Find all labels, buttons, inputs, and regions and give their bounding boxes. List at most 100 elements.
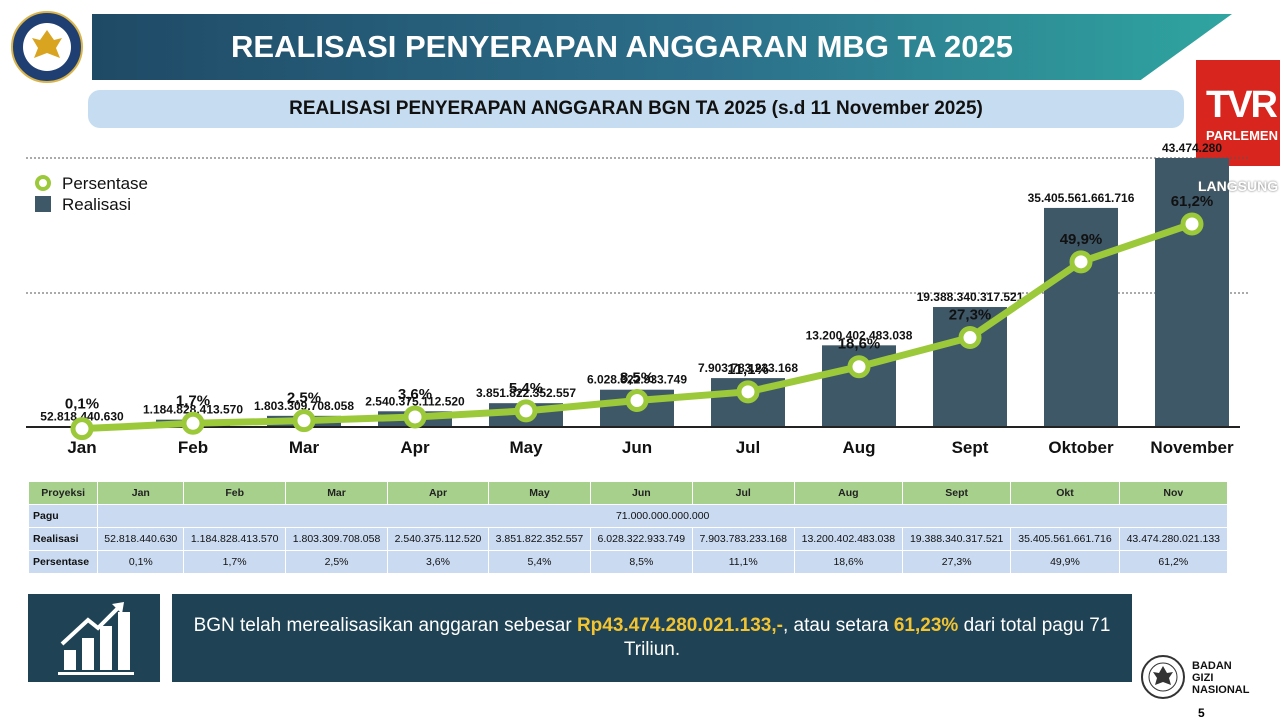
point-value-label: 11,1% xyxy=(727,361,769,378)
pagu-value: 71.000.000.000.000 xyxy=(97,504,1228,528)
summary-text: BGN telah merealisasikan anggaran sebesa… xyxy=(193,615,577,636)
summary-percent: 61,23% xyxy=(893,615,959,636)
table-cell: 61,2% xyxy=(1118,550,1229,574)
table-header: Aug xyxy=(793,481,904,505)
bar-value-label: 1.803.309.708.058 xyxy=(254,399,354,413)
bar-value-label: 6.028.322.933.749 xyxy=(587,373,687,387)
table-cell: 35.405.561.661.716 xyxy=(1010,527,1120,551)
point-value-label: 5,4% xyxy=(509,380,543,397)
legend-label-persentase: Persentase xyxy=(62,174,148,193)
table-cell: 2,5% xyxy=(285,550,388,574)
line-point xyxy=(847,355,871,379)
summary-text: , atau setara xyxy=(782,615,894,636)
point-value-label: 18,6% xyxy=(838,336,881,353)
org-name: BADAN GIZI NASIONAL xyxy=(1192,660,1249,696)
table-cell: 52.818.440.630 xyxy=(97,527,185,551)
x-tick-label: Jan xyxy=(67,438,96,457)
legend-marker-realisasi xyxy=(35,196,51,212)
table-cell: 1.184.828.413.570 xyxy=(183,527,287,551)
org-name-line: GIZI xyxy=(1192,672,1214,684)
bar-realisasi xyxy=(933,307,1007,427)
table-header: Sept xyxy=(901,481,1012,505)
table-row: Persentase 0,1% 1,7% 2,5% 3,6% 5,4% 8,5%… xyxy=(27,550,1229,574)
x-tick-label: Aug xyxy=(842,438,875,457)
point-value-label: 2,5% xyxy=(287,390,321,407)
bgn-footer-logo-icon xyxy=(1141,655,1185,699)
org-name-line: NASIONAL xyxy=(1192,684,1250,696)
bar-value-label: 1.184.828.413.570 xyxy=(143,403,243,417)
x-tick-label: Oktober xyxy=(1048,438,1114,457)
table-row: Pagu 71.000.000.000.000 xyxy=(27,504,1228,528)
table-cell: 3.851.822.352.557 xyxy=(488,527,591,551)
line-point xyxy=(403,405,427,429)
point-value-label: 1,7% xyxy=(176,392,210,409)
bgn-logo-icon xyxy=(11,11,83,83)
table-header: Jun xyxy=(589,481,693,505)
table-cell: 0,1% xyxy=(97,550,185,574)
realisasi-chart: 52.818.440.630 1.184.828.413.570 1.803.309… xyxy=(26,141,1250,457)
line-point xyxy=(736,380,760,404)
table-row-label: Realisasi xyxy=(27,527,99,551)
table-cell: 3,6% xyxy=(386,550,490,574)
x-tick-label: Feb xyxy=(178,438,208,457)
line-point xyxy=(1180,212,1204,236)
bar-value-label: 2.540.375.112.520 xyxy=(365,394,465,408)
table-cell: 13.200.402.483.038 xyxy=(793,527,904,551)
x-tick-label: May xyxy=(509,438,543,457)
legend-marker-persentase xyxy=(35,175,51,191)
table-row-label: Pagu xyxy=(27,504,99,528)
table-cell: 7.903.783.233.168 xyxy=(691,527,795,551)
table-header: Mar xyxy=(285,481,388,505)
table-cell: 19.388.340.317.521 xyxy=(901,527,1012,551)
line-point xyxy=(1069,250,1093,274)
broadcaster-name: TVR xyxy=(1206,84,1278,126)
table-cell: 43.474.280.021.133 xyxy=(1118,527,1229,551)
table-cell: 6.028.322.933.749 xyxy=(589,527,693,551)
line-point xyxy=(70,417,94,441)
bar-value-label: 43.474.280 xyxy=(1162,141,1222,155)
x-tick-label: Mar xyxy=(289,438,320,457)
line-point xyxy=(181,411,205,435)
point-value-label: 0,1% xyxy=(65,396,99,413)
x-tick-label: November xyxy=(1150,438,1234,457)
bar-realisasi xyxy=(1044,207,1118,427)
x-tick-label: Apr xyxy=(400,438,430,457)
line-point xyxy=(958,326,982,350)
table-cell: 8,5% xyxy=(589,550,693,574)
summary-box: BGN telah merealisasikan anggaran sebesa… xyxy=(172,594,1132,682)
bar-value-label: 13.200.402.483.038 xyxy=(806,328,913,342)
table-header: Feb xyxy=(183,481,287,505)
table-cell: 5,4% xyxy=(488,550,591,574)
bar-value-label: 3.851.822.352.557 xyxy=(476,386,576,400)
data-table: Proyeksi Jan Feb Mar Apr May Jun Jul Aug… xyxy=(27,481,1229,574)
table-cell: 2.540.375.112.520 xyxy=(386,527,490,551)
table-cell: 18,6% xyxy=(793,550,904,574)
table-cell: 1,7% xyxy=(183,550,287,574)
table-cell: 11,1% xyxy=(691,550,795,574)
table-cell: 1.803.309.708.058 xyxy=(285,527,388,551)
table-row-label: Persentase xyxy=(27,550,99,574)
table-header-row: Proyeksi Jan Feb Mar Apr May Jun Jul Aug… xyxy=(27,481,1229,505)
line-point xyxy=(292,409,316,433)
table-cell: 49,9% xyxy=(1010,550,1120,574)
x-tick-label: Jul xyxy=(736,438,761,457)
page-title: REALISASI PENYERAPAN ANGGARAN MBG TA 202… xyxy=(231,29,1013,64)
live-label: LANGSUNG xyxy=(1198,178,1279,194)
table-header: Okt xyxy=(1010,481,1120,505)
bar-chart-growth-icon xyxy=(58,602,134,675)
x-tick-label: Sept xyxy=(952,438,989,457)
point-value-label: 3,6% xyxy=(398,386,432,403)
page-number: 5 xyxy=(1198,706,1205,720)
bar-value-label: 35.405.561.661.716 xyxy=(1028,191,1135,205)
broadcaster-logo: TVR PARLEMEN xyxy=(1196,60,1280,166)
summary-amount: Rp43.474.280.021.133,- xyxy=(576,615,783,636)
line-point xyxy=(514,399,538,423)
point-value-label: 27,3% xyxy=(949,307,992,324)
point-value-label: 8,5% xyxy=(620,370,654,387)
table-header: Jan xyxy=(97,481,185,505)
table-header: May xyxy=(488,481,591,505)
table-cell: 27,3% xyxy=(901,550,1012,574)
table-row: Realisasi 52.818.440.630 1.184.828.413.5… xyxy=(27,527,1229,551)
title-banner xyxy=(92,14,1232,80)
bar-value-label: 19.388.340.317.521 xyxy=(917,290,1024,304)
